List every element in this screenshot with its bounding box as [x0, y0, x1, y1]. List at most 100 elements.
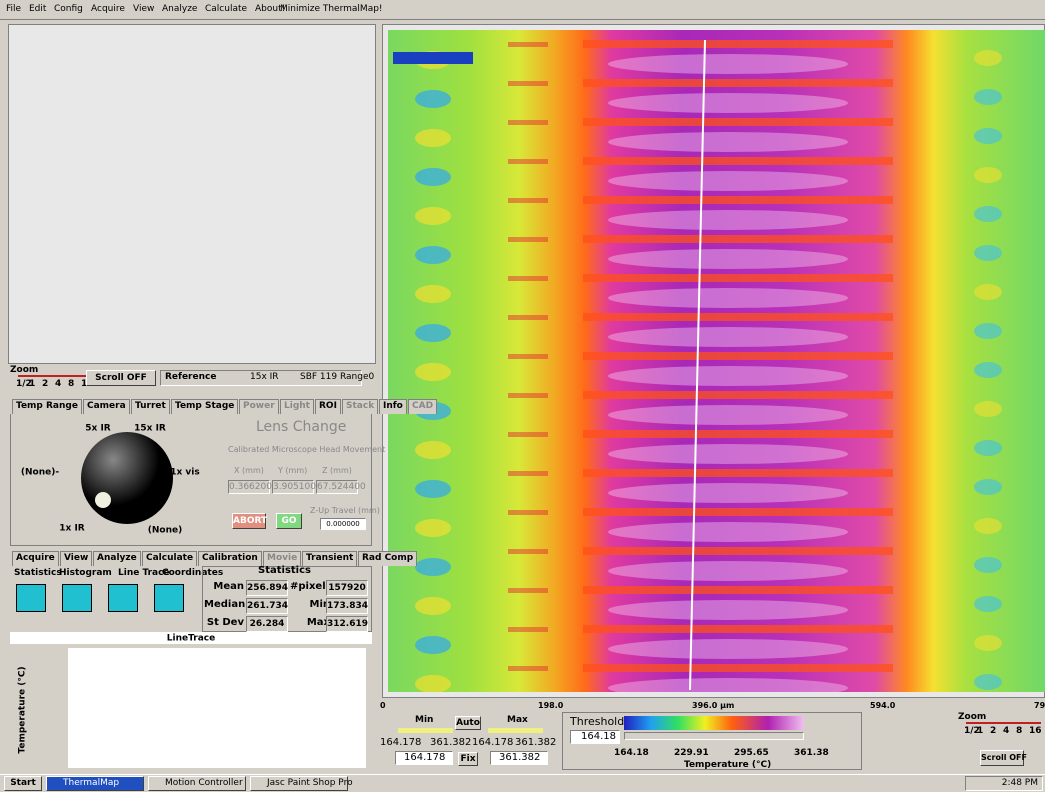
reference-label: Reference — [165, 371, 216, 385]
menu-item[interactable]: File — [6, 3, 21, 17]
hot-zone — [608, 132, 848, 152]
cool-spot — [415, 285, 451, 303]
scale-label: 295.65 — [734, 748, 769, 760]
hot-zone — [608, 210, 848, 230]
tab[interactable]: Temp Stage — [171, 399, 238, 414]
cool-spot — [415, 129, 451, 147]
tab[interactable]: Acquire — [12, 551, 59, 566]
tab[interactable]: CAD — [408, 399, 437, 414]
edge — [508, 315, 548, 320]
zoom-slider — [966, 722, 1041, 724]
tab[interactable]: Analyze — [93, 551, 141, 566]
stat-value: 312.619 — [326, 616, 368, 632]
cool-spot — [415, 597, 451, 615]
edge — [508, 354, 548, 359]
zoom-tick[interactable]: 1 — [977, 726, 983, 738]
tool-button[interactable] — [62, 584, 92, 612]
min-bar — [398, 728, 453, 733]
go-button[interactable]: GO — [276, 513, 302, 529]
cool-spot — [415, 207, 451, 225]
hot-zone — [608, 561, 848, 581]
task-button[interactable]: Motion Controller — [148, 776, 246, 791]
cool-spot — [415, 636, 451, 654]
hot-zone — [608, 639, 848, 659]
start-button[interactable]: Start — [4, 776, 42, 791]
turret-position: 1x vis — [170, 468, 200, 478]
max-label: Max — [507, 715, 528, 727]
edge — [508, 666, 548, 671]
menu-item[interactable]: Acquire — [91, 3, 125, 17]
fix-button[interactable]: Fix — [458, 752, 478, 766]
tab[interactable]: Transient — [302, 551, 357, 566]
tool-button[interactable] — [16, 584, 46, 612]
y-axis-label: Temperature (°C) — [18, 666, 28, 753]
abort-button[interactable]: ABORT — [232, 513, 266, 529]
turret-position: 5x IR — [85, 424, 111, 434]
cool-spot — [974, 245, 1002, 261]
cool-spot — [974, 89, 1002, 105]
tab[interactable]: Stack — [342, 399, 378, 414]
lens-subtitle: Calibrated Microscope Head Movement — [228, 445, 385, 457]
z-travel-label: Z-Up Travel (mm) — [310, 506, 380, 518]
edge — [508, 81, 548, 86]
menu-item[interactable]: Analyze — [162, 3, 197, 17]
stripe — [583, 313, 893, 321]
scroll-button-right[interactable]: Scroll OFF — [980, 750, 1024, 766]
coord-value: 67.524400 — [316, 480, 358, 494]
menu-item[interactable]: View — [133, 3, 154, 17]
zoom-tick[interactable]: 4 — [55, 379, 61, 391]
cool-spot — [974, 479, 1002, 495]
coord-label: Y (mm) — [278, 466, 307, 478]
stat-value: 256.894 — [246, 580, 288, 596]
zoom-tick[interactable]: 4 — [1003, 726, 1009, 738]
tool-button[interactable] — [154, 584, 184, 612]
zoom-tick[interactable]: 2 — [42, 379, 48, 391]
cool-spot — [415, 480, 451, 498]
blue-bar — [393, 52, 473, 64]
tab[interactable]: View — [60, 551, 92, 566]
scale-label: 229.91 — [674, 748, 709, 760]
tool-button[interactable] — [108, 584, 138, 612]
zoom-tick[interactable]: 2 — [990, 726, 996, 738]
tab[interactable]: Power — [239, 399, 279, 414]
thermal-image: 164.18200.00250.00300.00359.830501001502… — [388, 30, 1045, 692]
tab[interactable]: ROI — [315, 399, 341, 414]
tab[interactable]: Movie — [263, 551, 301, 566]
tab[interactable]: Calibration — [198, 551, 262, 566]
cool-spot — [974, 557, 1002, 573]
turret-position: 15x IR — [134, 424, 166, 434]
range-value: 164.178 — [472, 738, 513, 750]
minimize-menu[interactable]: Minimize ThermalMap! — [280, 3, 383, 17]
zoom-tick[interactable]: 8 — [68, 379, 74, 391]
tab[interactable]: Info — [379, 399, 407, 414]
auto-button[interactable]: Auto — [455, 716, 481, 730]
tab[interactable]: Temp Range — [12, 399, 82, 414]
min-input[interactable]: 164.178 — [395, 751, 453, 765]
tab[interactable]: Turret — [131, 399, 170, 414]
coord-value: 0.366200 — [228, 480, 270, 494]
stripe — [583, 40, 893, 48]
menu-item[interactable]: Calculate — [205, 3, 247, 17]
edge — [508, 627, 548, 632]
tab[interactable]: Light — [280, 399, 314, 414]
clock: 2:48 PM — [965, 776, 1043, 791]
menu-item[interactable]: Config — [54, 3, 83, 17]
zoom-tick[interactable]: 16 — [1029, 726, 1042, 738]
hot-zone — [608, 600, 848, 620]
tab[interactable]: Camera — [83, 399, 130, 414]
hot-zone — [608, 249, 848, 269]
menu-item[interactable]: Edit — [29, 3, 46, 17]
stat-value: 26.284 — [246, 616, 288, 632]
threshold-input[interactable]: 164.18 — [570, 730, 620, 744]
tab[interactable]: Calculate — [142, 551, 197, 566]
tab[interactable]: Rad Comp — [358, 551, 417, 566]
zoom-tick[interactable]: 8 — [1016, 726, 1022, 738]
stats-title: Statistics — [258, 566, 311, 578]
stat-label: #pixels — [290, 580, 330, 596]
cool-spot — [415, 363, 451, 381]
zoom-tick[interactable]: 1 — [29, 379, 35, 391]
task-button[interactable]: Jasc Paint Shop Pro — [250, 776, 348, 791]
max-input[interactable]: 361.382 — [490, 751, 548, 765]
scroll-button[interactable]: Scroll OFF — [86, 370, 156, 386]
task-button[interactable]: ThermalMap — [46, 776, 144, 791]
